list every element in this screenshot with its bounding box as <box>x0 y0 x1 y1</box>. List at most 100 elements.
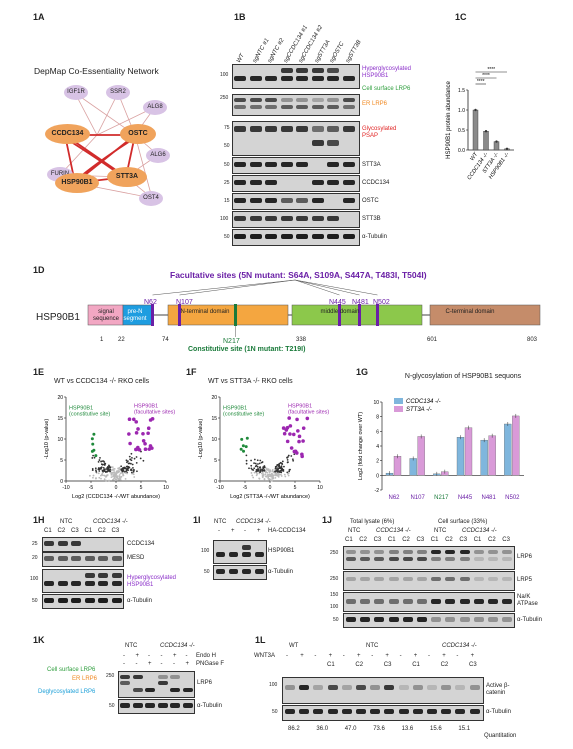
label: LRP6 <box>197 680 213 686</box>
point <box>117 471 120 473</box>
band-lrp5 <box>388 577 399 581</box>
point <box>255 470 258 473</box>
lane-label: C2 <box>98 528 106 534</box>
chart-1g-title: N-glycosylation of HSP90B1 sequons <box>404 373 522 380</box>
point <box>283 465 285 468</box>
pos-803: 803 <box>527 337 538 343</box>
band-er <box>157 681 168 685</box>
point <box>133 457 136 460</box>
band-ostc <box>311 198 324 203</box>
band-tubulin <box>488 617 498 622</box>
y-tick-label: 0 <box>60 479 63 485</box>
lane-label: + <box>231 528 235 534</box>
band-lrp6-lower <box>360 557 371 561</box>
point <box>102 466 105 469</box>
facultative-point <box>284 428 289 432</box>
point <box>135 456 138 458</box>
band-stt3b <box>265 216 277 221</box>
point <box>120 465 123 468</box>
label: LRP6 <box>517 554 533 560</box>
point <box>130 452 133 455</box>
band-atpase <box>473 599 484 604</box>
node-alg6: ALG6 <box>146 148 170 163</box>
point <box>115 478 118 481</box>
lane-label: - <box>123 661 125 667</box>
point <box>274 474 277 477</box>
annotation-line: HSP90B1 <box>69 406 93 412</box>
point <box>257 463 259 465</box>
point <box>268 473 271 476</box>
band-hsp90b1 <box>280 76 293 81</box>
panel-label-1k: 1K <box>33 635 45 645</box>
point <box>266 474 269 477</box>
lane-label: - <box>428 653 430 659</box>
point <box>288 470 291 473</box>
band-lrp6-upper <box>374 550 385 554</box>
facultative-point <box>131 417 136 422</box>
point <box>112 468 114 471</box>
band-stt3b <box>249 216 262 221</box>
band-lrp6-lower <box>388 557 399 561</box>
lane-label: - <box>135 661 138 667</box>
point <box>277 475 280 478</box>
band-hsp90b1 <box>327 76 339 81</box>
band-atpase <box>402 599 413 604</box>
point <box>120 469 123 471</box>
band-psap <box>249 126 262 132</box>
band-stt3a <box>342 162 355 167</box>
band-lrp5 <box>402 577 413 581</box>
point <box>253 462 255 465</box>
bar <box>493 141 500 151</box>
group-ntc: NTC <box>366 643 379 649</box>
y-tick-label: 5 <box>60 458 63 464</box>
point <box>251 474 254 477</box>
lane-label: WT <box>236 52 246 64</box>
band-lrp5 <box>417 577 427 581</box>
group-ccdc134: CCDC134 -/- <box>93 519 128 525</box>
panel-label-1f: 1F <box>186 367 197 377</box>
band-lrp6-surface <box>265 98 277 102</box>
lane-label: - <box>286 653 288 659</box>
band-tubulin <box>346 617 356 622</box>
point <box>271 473 274 476</box>
point <box>484 130 488 133</box>
band-tubulin <box>459 617 470 622</box>
facultative-point <box>148 418 153 422</box>
point <box>123 466 126 469</box>
facultative-point <box>285 439 290 444</box>
point <box>495 140 498 143</box>
facultative-point <box>282 431 287 436</box>
group-wt: WT <box>289 643 299 649</box>
lane-label: - <box>218 528 220 534</box>
lane-label: + <box>328 653 333 659</box>
point <box>253 467 256 470</box>
band-ccdc134 <box>327 180 339 185</box>
point <box>250 472 253 474</box>
point <box>118 466 121 469</box>
point <box>280 465 283 468</box>
label-hyperglyc-hsp90b1: Hyperglycosylated HSP90B1 <box>362 66 412 79</box>
marker: 20 <box>32 555 38 561</box>
band-hsp90b1 <box>234 76 246 81</box>
marker: 25 <box>32 541 38 547</box>
constitutive-point <box>245 436 249 440</box>
annotation-line: HSP90B1 <box>134 404 158 410</box>
bar <box>464 427 473 476</box>
lane-label: - <box>160 653 163 659</box>
band-surface <box>120 675 130 679</box>
point <box>104 462 107 465</box>
point <box>115 476 118 479</box>
band-psap <box>280 126 293 132</box>
point <box>104 468 106 471</box>
point <box>293 453 296 456</box>
band-tubulin <box>388 617 399 622</box>
callout-line <box>294 279 360 296</box>
pos-74: 74 <box>162 337 169 343</box>
band-lrp6-surface <box>342 98 355 102</box>
point <box>292 459 295 462</box>
band-tubulin <box>296 234 308 239</box>
point <box>126 472 128 475</box>
annotation-constitutive: HSP90B1 (constitutive site) <box>223 406 264 418</box>
point <box>139 457 142 460</box>
band-lrp6-lower <box>431 557 442 561</box>
